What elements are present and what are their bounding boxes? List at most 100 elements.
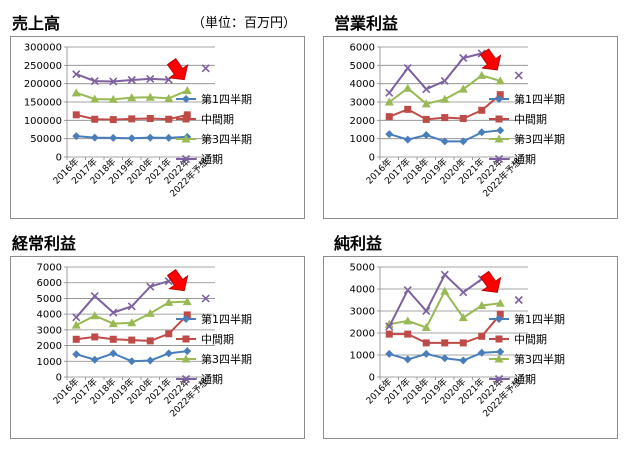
legend-marker: [181, 374, 191, 384]
data-point: [72, 335, 80, 343]
series-2: [72, 311, 191, 345]
y-tick-label: 3000: [350, 98, 375, 109]
legend-marker: [494, 134, 504, 143]
y-tick-label: 1000: [350, 351, 375, 362]
chart-title-ordinary-profit: 経常利益: [12, 234, 77, 253]
legend-marker: [494, 354, 504, 363]
legend-item: 第1四半期: [489, 312, 565, 326]
y-tick-label: 4000: [350, 79, 375, 90]
legend-marker: [181, 134, 191, 143]
data-point: [146, 356, 155, 365]
legend-item: 中間期: [176, 333, 234, 346]
y-tick-label: 5000: [350, 61, 375, 72]
data-point: [108, 319, 118, 328]
data-point: [385, 130, 394, 139]
legend-item: 第3四半期: [176, 132, 252, 146]
data-point: [182, 86, 192, 95]
data-point: [201, 294, 210, 303]
chart-title-net-profit: 純利益: [334, 234, 383, 253]
data-point: [514, 295, 523, 305]
data-point: [164, 133, 173, 142]
series-1: [385, 347, 505, 365]
data-point: [441, 114, 449, 122]
y-tick-label: 2000: [37, 341, 62, 352]
data-point: [403, 316, 413, 325]
data-point: [403, 286, 412, 295]
legend-item: 通期: [489, 153, 536, 166]
data-point: [146, 115, 154, 122]
y-tick-label: 1000: [37, 357, 62, 368]
legend-marker: [181, 354, 191, 363]
highlight-arrow: [479, 270, 502, 293]
series-4: [72, 64, 210, 86]
chart-title-operating-profit: 営業利益: [334, 14, 399, 33]
data-point: [385, 322, 394, 331]
legend-label: 中間期: [514, 333, 547, 346]
series-2: [385, 91, 504, 123]
data-point: [71, 88, 81, 97]
data-point: [422, 85, 431, 94]
data-point: [514, 71, 523, 80]
series-3: [71, 86, 192, 103]
data-point: [459, 356, 468, 365]
legend-marker: [182, 335, 190, 343]
data-point: [403, 64, 412, 73]
data-point: [440, 94, 450, 103]
legend-item: 通期: [176, 373, 223, 386]
data-point: [127, 93, 137, 102]
legend-label: 第3四半期: [201, 132, 252, 146]
data-point: [127, 134, 136, 143]
data-point: [384, 97, 394, 106]
data-point: [128, 336, 136, 344]
series-3: [384, 70, 505, 108]
highlight-arrow: [166, 268, 189, 292]
data-point: [421, 99, 431, 108]
unit-note: （単位：百万円）: [192, 16, 297, 31]
data-point: [109, 77, 118, 86]
legend-label: 第3四半期: [201, 352, 252, 366]
data-point: [90, 94, 100, 103]
y-tick-label: 3000: [350, 307, 375, 318]
legend-item: 中間期: [489, 333, 547, 346]
legend-label: 通期: [201, 373, 223, 386]
y-tick-label: 2000: [350, 329, 375, 340]
y-tick-label: 0: [56, 373, 62, 384]
data-point: [422, 349, 431, 358]
data-point: [403, 83, 413, 92]
data-point: [109, 308, 118, 317]
legend-label: 第1四半期: [201, 312, 252, 326]
y-tick-label: 5000: [350, 263, 375, 274]
data-point: [72, 313, 81, 322]
legend-item: 第3四半期: [176, 352, 252, 366]
data-point: [441, 339, 449, 347]
data-point: [459, 137, 468, 146]
legend-item: 第1四半期: [176, 92, 252, 106]
y-tick-label: 2000: [350, 116, 375, 127]
legend-label: 中間期: [514, 113, 547, 126]
legend-item: 中間期: [489, 113, 547, 126]
data-point: [145, 92, 155, 101]
data-point: [90, 133, 99, 142]
data-point: [421, 323, 431, 331]
legend-label: 中間期: [201, 113, 234, 126]
chart-operating-profit: 01000200030004000500060002016年2017年2018年…: [350, 43, 565, 200]
data-point: [459, 115, 467, 122]
legend-marker: [494, 374, 504, 384]
data-point: [422, 339, 430, 347]
data-point: [164, 349, 173, 358]
data-point: [422, 115, 430, 123]
y-tick-label: 1000: [350, 134, 375, 145]
y-tick-label: 50000: [30, 134, 62, 145]
data-point: [164, 93, 174, 102]
data-point: [183, 311, 191, 319]
series-1: [72, 132, 192, 143]
data-point: [385, 330, 393, 338]
y-tick-label: 0: [56, 153, 62, 164]
series-1: [385, 126, 505, 146]
chart-panel-net-profit: 0 1000 2000 3000 4000 5000 2016年 2017年 2018年 2019…: [323, 256, 618, 439]
data-point: [146, 282, 155, 291]
y-tick-label: 250000: [24, 61, 62, 72]
data-point: [458, 84, 468, 93]
y-tick-label: 4000: [37, 310, 62, 321]
data-point: [165, 330, 173, 338]
